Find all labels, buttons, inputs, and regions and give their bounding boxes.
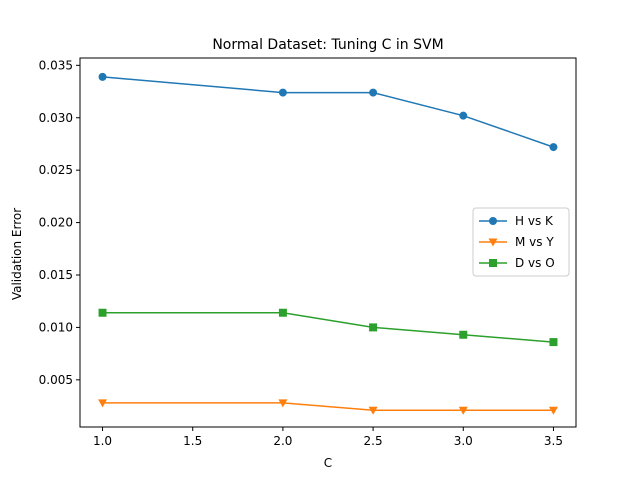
data-point-2-5 <box>548 406 558 415</box>
x-tick-label: 2.5 <box>364 434 383 448</box>
x-axis: 1.0 1.5 2.0 2.5 3.0 3.5 <box>93 427 563 448</box>
plot-frame <box>79 57 577 428</box>
data-point-1-2 <box>278 88 287 97</box>
data-point-3-2 <box>278 308 287 317</box>
series-line-3 <box>102 311 554 343</box>
legend-label-2: M vs Y <box>515 235 554 249</box>
legend-marker-2 <box>488 238 498 247</box>
y-tick-label: 0.005 <box>39 373 73 387</box>
data-point-3-4 <box>459 330 468 339</box>
series-line-1 <box>102 76 554 148</box>
y-tick-label: 0.010 <box>39 320 73 334</box>
y-tick-label: 0.020 <box>39 216 73 230</box>
data-point-3-5 <box>549 338 558 347</box>
legend-label-3: D vs O <box>515 256 555 270</box>
data-point-1-1 <box>98 72 107 81</box>
data-point-2-4 <box>458 406 468 415</box>
data-point-3-1 <box>98 308 107 317</box>
series-line-2 <box>102 402 554 411</box>
y-tick-label: 0.015 <box>39 268 73 282</box>
legend-marker-3 <box>489 259 497 267</box>
legend-label-1: H vs K <box>515 214 554 228</box>
data-point-2-2 <box>278 399 288 408</box>
chart-title: Normal Dataset: Tuning C in SVM <box>212 37 443 53</box>
data-point-3-3 <box>369 323 378 332</box>
x-tick-label: 3.5 <box>544 434 563 448</box>
plot-area <box>79 57 577 428</box>
y-axis-label: Validation Error <box>10 208 24 300</box>
y-axis: 0.005 0.010 0.015 0.020 0.025 0.030 0.035 <box>39 58 80 387</box>
y-tick-label: 0.030 <box>39 111 73 125</box>
data-point-2-3 <box>368 406 378 415</box>
x-axis-label: C <box>324 456 332 470</box>
data-point-1-3 <box>369 88 378 97</box>
x-tick-label: 3.0 <box>454 434 473 448</box>
x-tick-label: 1.0 <box>93 434 112 448</box>
legend: H vs K M vs Y D vs O <box>472 207 570 277</box>
y-tick-label: 0.025 <box>39 163 73 177</box>
data-point-2-1 <box>98 399 108 408</box>
x-tick-label: 1.5 <box>183 434 202 448</box>
data-point-1-4 <box>459 111 468 120</box>
data-point-1-5 <box>549 143 558 152</box>
x-tick-label: 2.0 <box>273 434 292 448</box>
legend-marker-1 <box>489 217 497 225</box>
y-tick-label: 0.035 <box>39 58 73 72</box>
